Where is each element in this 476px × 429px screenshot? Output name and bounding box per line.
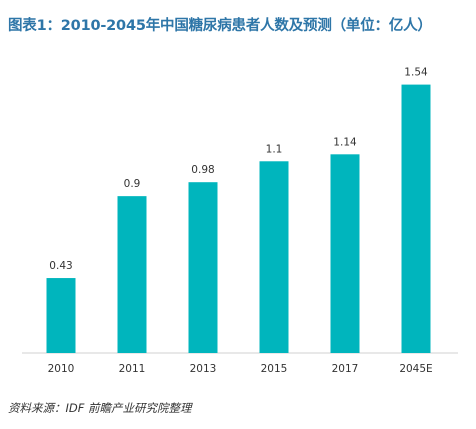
bar-2011 [117,196,147,353]
x-tick-label-2010: 2010 [48,363,75,375]
source-note: 资料来源：IDF 前瞻产业研究院整理 [8,401,192,415]
bar-2010 [46,278,76,353]
data-label-2017: 1.14 [333,136,357,148]
bars-group: 0.43 2010 0.9 2011 0.98 2013 1.1 2015 1.14 2017 1.… [46,67,433,375]
data-label-2011: 0.9 [124,178,141,190]
x-tick-label-2015: 2015 [261,363,288,375]
data-label-2015: 1.1 [266,143,283,155]
data-label-2045E: 1.54 [404,67,428,79]
bar-2015 [259,161,289,353]
x-tick-label-2017: 2017 [332,363,359,375]
data-label-2010: 0.43 [49,260,72,272]
data-label-2013: 0.98 [191,164,214,176]
x-tick-label-2011: 2011 [119,363,146,375]
bar-2045E [401,84,431,353]
bar-2017 [330,154,360,353]
bar-2013 [188,182,218,353]
x-tick-label-2045E: 2045E [399,363,432,375]
x-tick-label-2013: 2013 [190,363,217,375]
chart-title: 图表1：2010-2045年中国糖尿病患者人数及预测（单位：亿人） [8,18,432,34]
